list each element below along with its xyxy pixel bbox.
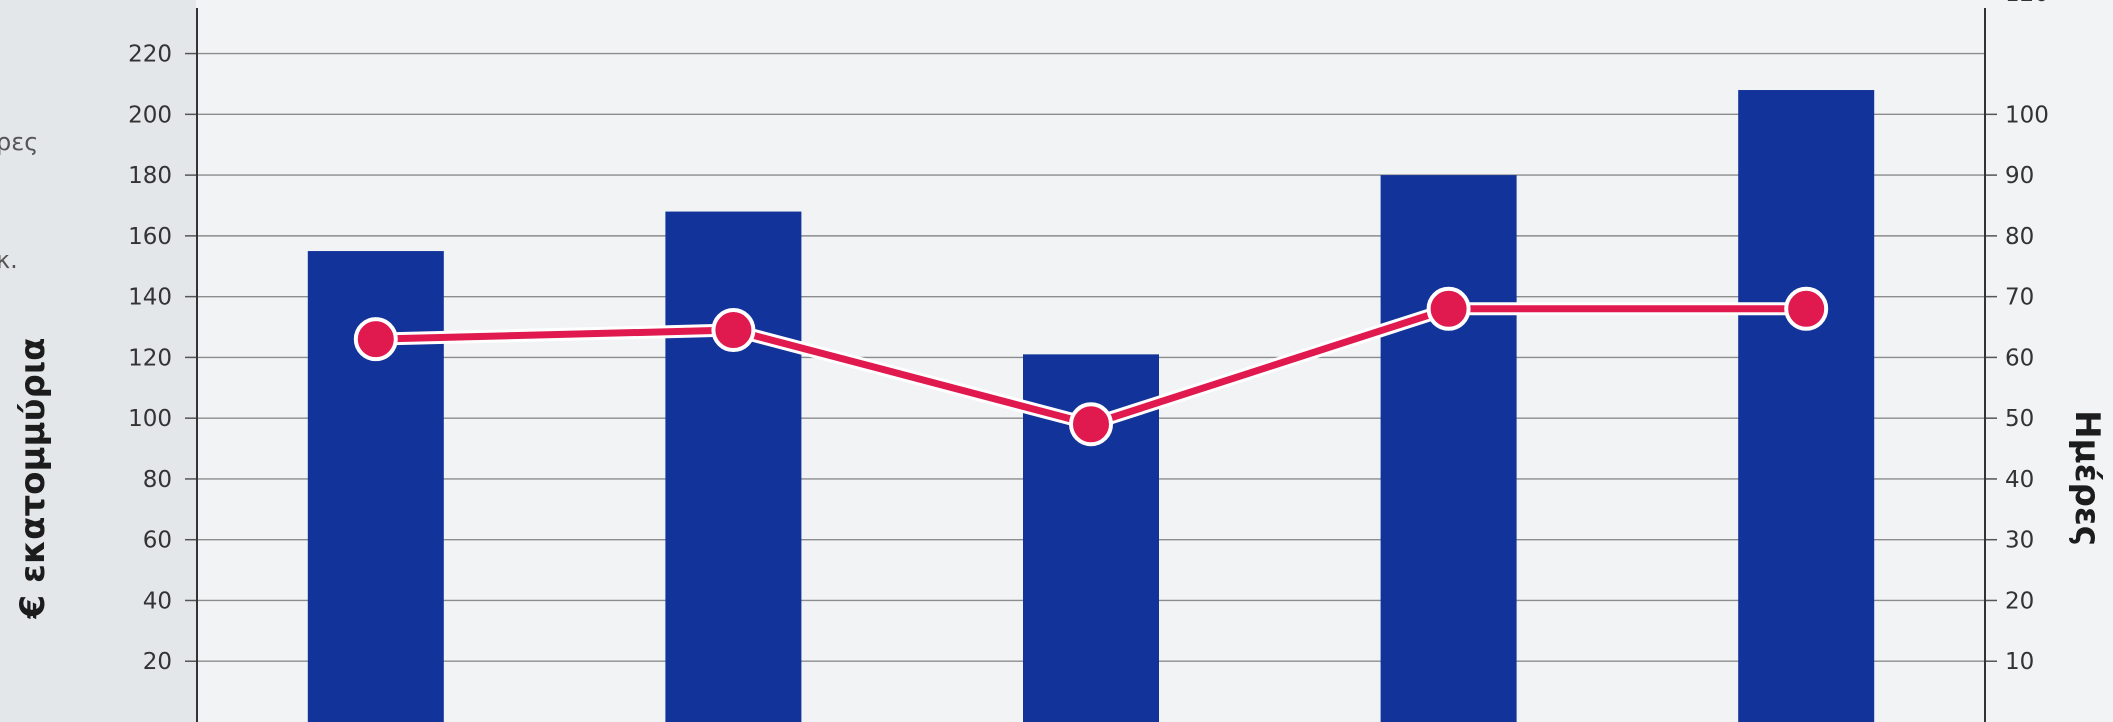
right-tick-label: 40: [2005, 467, 2034, 493]
right-tick-label: 60: [2005, 345, 2034, 371]
left-panel-background: [0, 0, 196, 722]
bar: [665, 211, 802, 722]
right-tick-label: 70: [2005, 285, 2034, 311]
legend-fragment-1: ρες: [0, 128, 38, 156]
right-tick-label: 100: [2005, 102, 2049, 128]
right-tick-label: 80: [2005, 224, 2034, 250]
right-tick-label: 20: [2005, 588, 2034, 614]
line-point: [711, 308, 756, 353]
line-segment: [729, 326, 1095, 428]
gridlines: [197, 52, 1985, 662]
line-point: [1069, 402, 1113, 447]
left-tick-labels: 20 40 60 80 100 120 140 160 180 200 220: [128, 42, 197, 675]
bar: [1380, 175, 1517, 722]
left-tick-label: 200: [128, 102, 172, 128]
right-tick-labels: 10 20 30 40 50 60 70 80 90 100 120: [1985, 0, 2049, 675]
left-tick-label: 140: [128, 285, 172, 311]
left-tick-label: 120: [128, 345, 172, 371]
left-tick-label: 40: [143, 588, 172, 614]
left-tick-label: 220: [128, 42, 172, 68]
left-tick-label: 20: [143, 649, 172, 675]
line-segment: [1087, 305, 1453, 428]
right-axis-title: Ημέρες: [2067, 410, 2107, 546]
left-tick-label: 60: [143, 528, 172, 554]
line-series: [353, 286, 1829, 447]
line-point: [1426, 286, 1471, 331]
right-tick-label: 50: [2005, 406, 2034, 432]
bar: [1738, 90, 1875, 722]
left-tick-label: 100: [128, 406, 172, 432]
legend-fragment-2: κ.: [0, 246, 18, 274]
line-point: [353, 317, 398, 362]
left-tick-label: 160: [128, 224, 172, 250]
right-tick-label: 90: [2005, 163, 2034, 189]
right-tick-label: 10: [2005, 649, 2034, 675]
line-segment: [372, 326, 737, 343]
right-tick-label: 120: [2005, 0, 2049, 7]
left-tick-label: 180: [128, 163, 172, 189]
line-point: [1784, 286, 1829, 331]
right-tick-label: 30: [2005, 528, 2034, 554]
left-axis-title: € εκατομμύρια: [13, 338, 53, 620]
left-tick-label: 80: [143, 467, 172, 493]
